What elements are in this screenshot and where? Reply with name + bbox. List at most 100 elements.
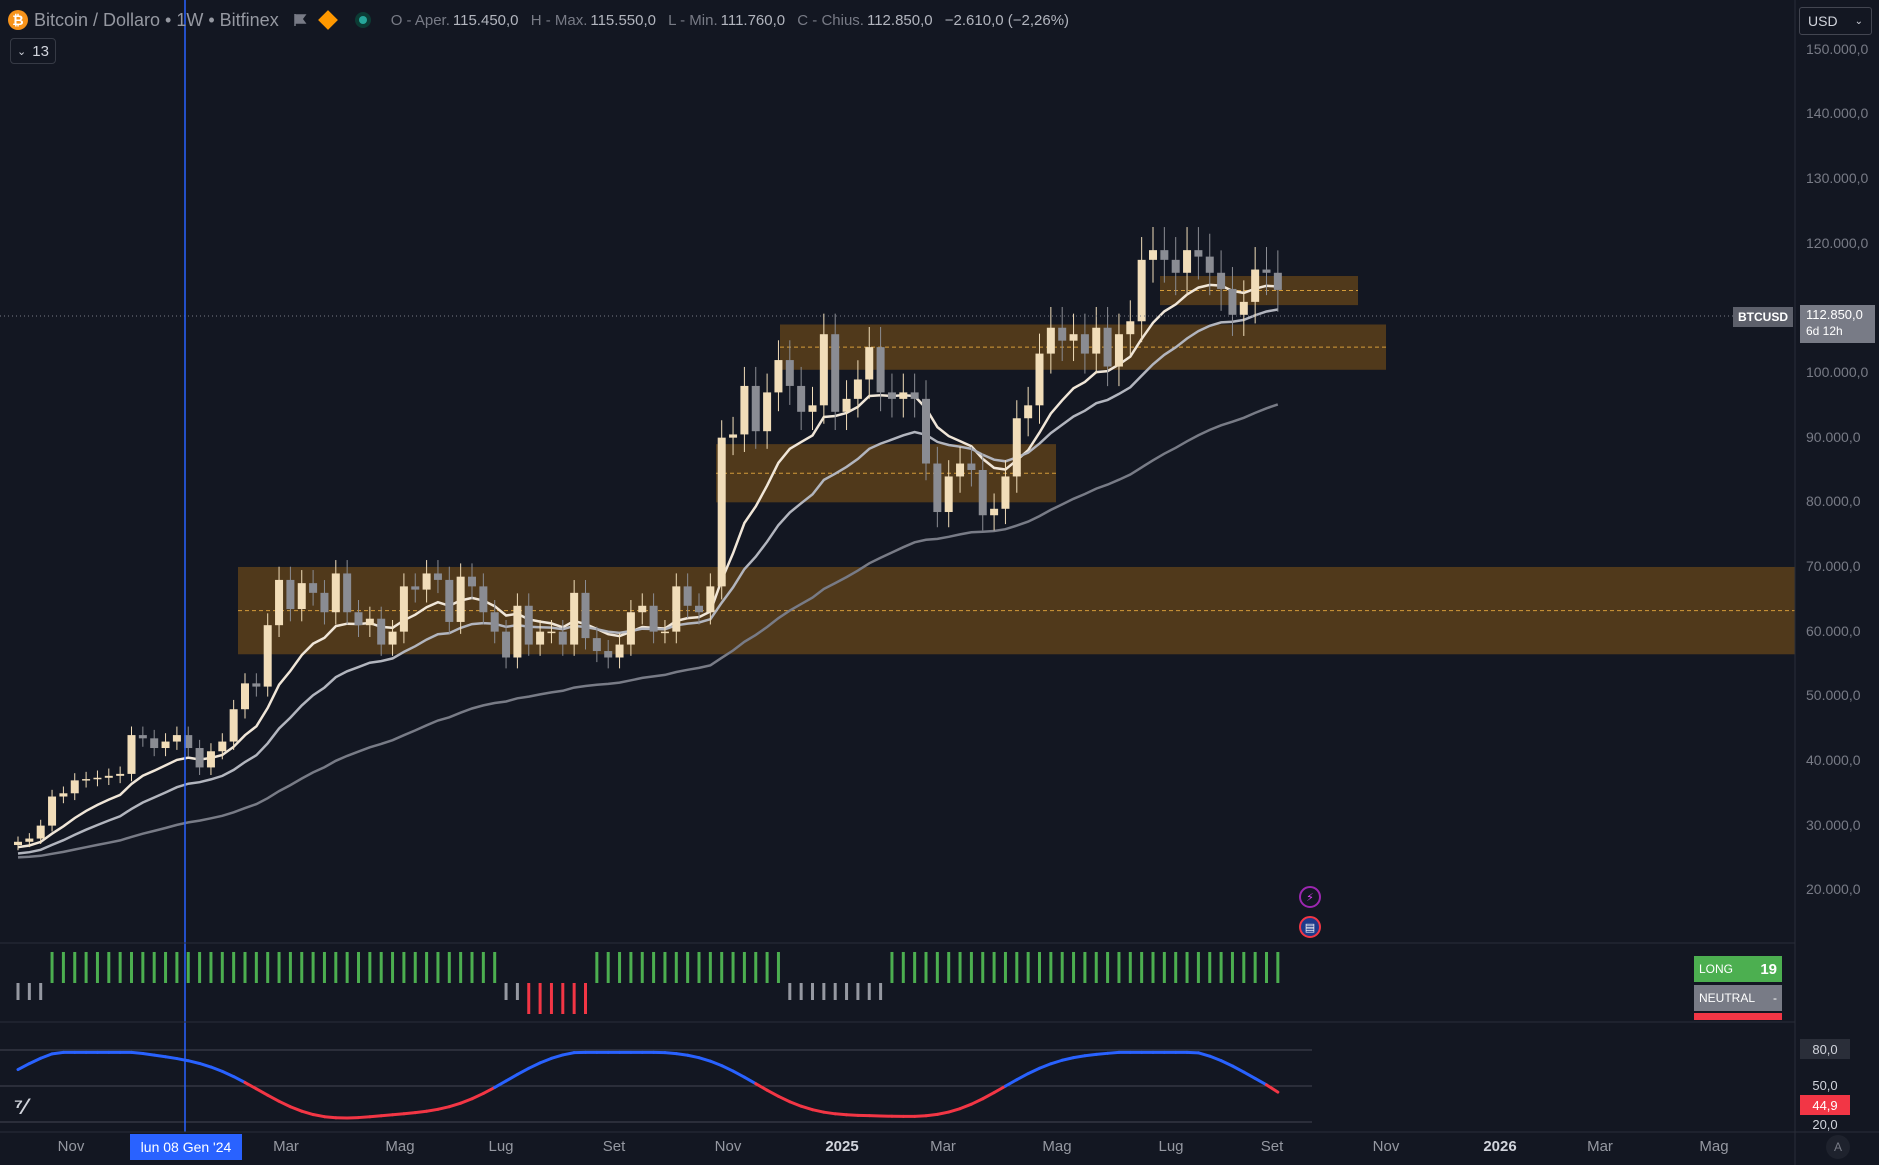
oscillator-segment [1253,1076,1268,1087]
long-label: LONG [1699,962,1734,976]
candle-body [206,751,215,768]
market-status-icon[interactable] [354,12,371,28]
oscillator-segment [913,1114,928,1118]
tradingview-logo[interactable]: ⁷⁄ [14,1094,27,1119]
time-axis-label: 2025 [825,1138,859,1155]
oscillator-segment [266,1093,281,1103]
signal-bar [186,952,190,983]
oscillator-pane [0,1049,1312,1123]
price-axis-label: 70.000,0 [1806,557,1861,574]
candle-body [547,631,556,634]
signal-bar [731,952,735,983]
time-axis-label: Mag [1699,1138,1729,1155]
open-label: O - Aper. [390,11,450,29]
symbol-title[interactable]: Bitcoin / Dollaro • 1W • Bitfinex [34,9,279,30]
long-count: 19 [1760,960,1777,978]
price-axis-label: 80.000,0 [1806,493,1861,510]
price-axis-label: 130.000,0 [1806,170,1869,187]
signal-bar [311,952,315,983]
oscillator-segment [663,1051,678,1056]
candle-body [127,735,136,774]
oscillator-segment [958,1102,973,1111]
candle-body [831,334,840,412]
signal-bar [947,952,951,983]
signal-bar [322,952,326,983]
signal-bar [481,952,485,983]
oscillator-segment [561,1051,576,1057]
oscillator-segment [277,1099,292,1109]
ema-mid-line [17,308,1279,855]
signal-bar [130,952,133,983]
signal-bar [232,952,236,983]
signal-bar [300,952,304,983]
auto-scale-icon[interactable]: A [1826,1135,1850,1159]
oscillator-segment [413,1109,429,1115]
time-axis-label: Lug [1158,1138,1184,1155]
price-axis-label: 60.000,0 [1806,622,1861,639]
candle-body [660,631,669,634]
signal-bar [288,952,292,983]
signal-bar [493,952,497,983]
signal-bar [198,952,202,983]
oscillator-segment [1242,1070,1257,1080]
oscillator-segment [1106,1050,1121,1055]
signal-bar [1185,952,1189,983]
time-axis-label: Mar [930,1138,956,1155]
signal-bar [1072,952,1076,983]
signal-bar [391,952,395,983]
oscillator-segment [947,1107,962,1114]
candle-body [433,573,442,580]
oscillator-segment [697,1056,712,1063]
signal-bar [992,952,996,983]
open-value: 115.450,0 [452,11,519,29]
signal-bar [266,952,270,983]
diamond-icon[interactable] [317,10,338,30]
candle-body [558,631,567,645]
candle-body [1273,272,1282,290]
last-price-value: 112.850,0 [1806,307,1863,322]
time-axis-label: Nov [1372,1138,1400,1155]
close-label: C - Chius. [797,11,864,29]
candle-body [729,434,738,438]
indicators-toggle-button[interactable]: ⌄ 13 [10,38,56,64]
oscillator-segment [992,1084,1007,1095]
signal-bar [470,952,474,983]
oscillator-segment [300,1109,315,1117]
signal-bar [1242,952,1246,983]
candle-body [59,793,68,797]
candle-body [104,775,113,778]
price-axis-label: 20.000,0 [1806,881,1861,898]
candle-body [604,651,613,658]
candle-body [922,398,930,464]
flag-icon[interactable] [293,13,307,27]
candle-body [1024,405,1033,419]
candle-body [150,738,159,749]
lightning-icon[interactable]: ⚡ [1299,886,1321,908]
candle-body [763,392,772,432]
us-flag-icon[interactable]: ▤ [1299,916,1321,938]
signal-bar [447,952,451,983]
signal-bar [1140,952,1144,983]
oscillator-segment [776,1094,792,1104]
signal-bar [425,952,429,983]
candle-body [910,392,919,399]
time-axis-label: Mag [1042,1138,1072,1155]
candle-body [36,825,45,839]
oscillator-segment [742,1075,758,1086]
candle-body [808,405,817,412]
signal-histogram [16,952,1280,1014]
bitcoin-logo: ₿ [8,10,28,30]
signal-bar [16,983,20,1000]
currency-select[interactable]: USD ⌄ [1799,7,1872,35]
candle-body [252,683,261,687]
candle-body [241,683,249,710]
candle-body [343,573,352,613]
candle-body [422,573,431,590]
moving-averages [17,283,1279,859]
oscillator-segment [130,1050,145,1055]
candle-body [842,398,851,412]
candle-body [48,796,57,826]
signal-bar [175,952,179,983]
candle-body [1080,334,1089,354]
